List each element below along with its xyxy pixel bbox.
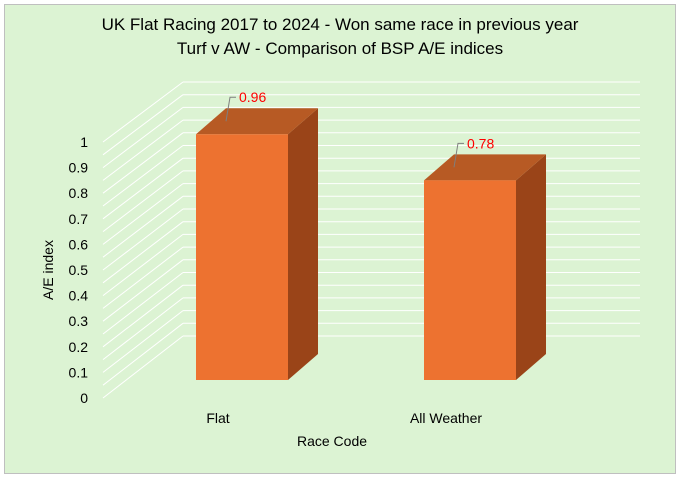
data-label: 0.96 [239, 89, 266, 105]
gridline-side [102, 94, 184, 156]
bar-side [288, 108, 318, 381]
bars [196, 108, 546, 381]
bar-side [516, 154, 546, 380]
y-axis-label: A/E index [40, 240, 56, 300]
gridline-side [102, 297, 184, 360]
gridline-side [102, 221, 184, 284]
y-tick-label: 1 [80, 134, 88, 150]
chart-subtitle: Turf v AW - Comparison of BSP A/E indice… [177, 39, 503, 58]
gridline-side [102, 310, 184, 373]
gridline-side [102, 322, 184, 386]
gridline-side [102, 145, 184, 207]
y-tick-label: 0.6 [69, 236, 89, 252]
bar [424, 180, 516, 380]
bar-top [424, 154, 546, 181]
gridlines [102, 81, 640, 399]
gridline-side [102, 81, 184, 143]
gridline-side [102, 157, 184, 220]
gridline-side [102, 170, 184, 232]
y-tick-label: 0.5 [69, 262, 89, 278]
chart-title: UK Flat Racing 2017 to 2024 - Won same r… [102, 15, 579, 34]
gridline-side [102, 246, 184, 309]
bar-top [196, 108, 318, 135]
data-label: 0.78 [467, 135, 494, 151]
gridline-side [102, 234, 184, 296]
gridline-side [102, 259, 184, 322]
y-tick-label: 0.4 [69, 288, 89, 304]
y-tick-label: 0.8 [69, 185, 89, 201]
y-axis-ticks: 0 0.1 0.2 0.3 0.4 0.5 0.6 0.7 0.8 0.9 1 [69, 134, 89, 406]
gridline-side [102, 284, 184, 348]
gridline-side [102, 335, 184, 399]
bar [196, 134, 288, 380]
x-axis-label: Race Code [297, 433, 367, 449]
gridline-side [102, 132, 184, 194]
x-tick-label: All Weather [410, 410, 482, 426]
data-label-leader [453, 142, 464, 168]
x-axis-ticks: Flat All Weather [206, 410, 482, 426]
gridline-side [102, 183, 184, 245]
y-tick-label: 0.9 [69, 160, 89, 176]
x-tick-label: Flat [206, 410, 229, 426]
gridline-side [102, 272, 184, 335]
gridline-side [102, 119, 184, 181]
gridline-side [102, 195, 184, 258]
gridline-side [102, 107, 184, 168]
y-tick-label: 0.7 [69, 211, 89, 227]
y-tick-label: 0 [80, 390, 88, 406]
y-tick-label: 0.3 [69, 313, 89, 329]
y-tick-label: 0.1 [69, 364, 89, 380]
y-tick-label: 0.2 [69, 339, 89, 355]
data-labels: 0.96 0.78 [225, 89, 494, 168]
data-label-leader [225, 96, 236, 122]
gridline-side [102, 208, 184, 271]
